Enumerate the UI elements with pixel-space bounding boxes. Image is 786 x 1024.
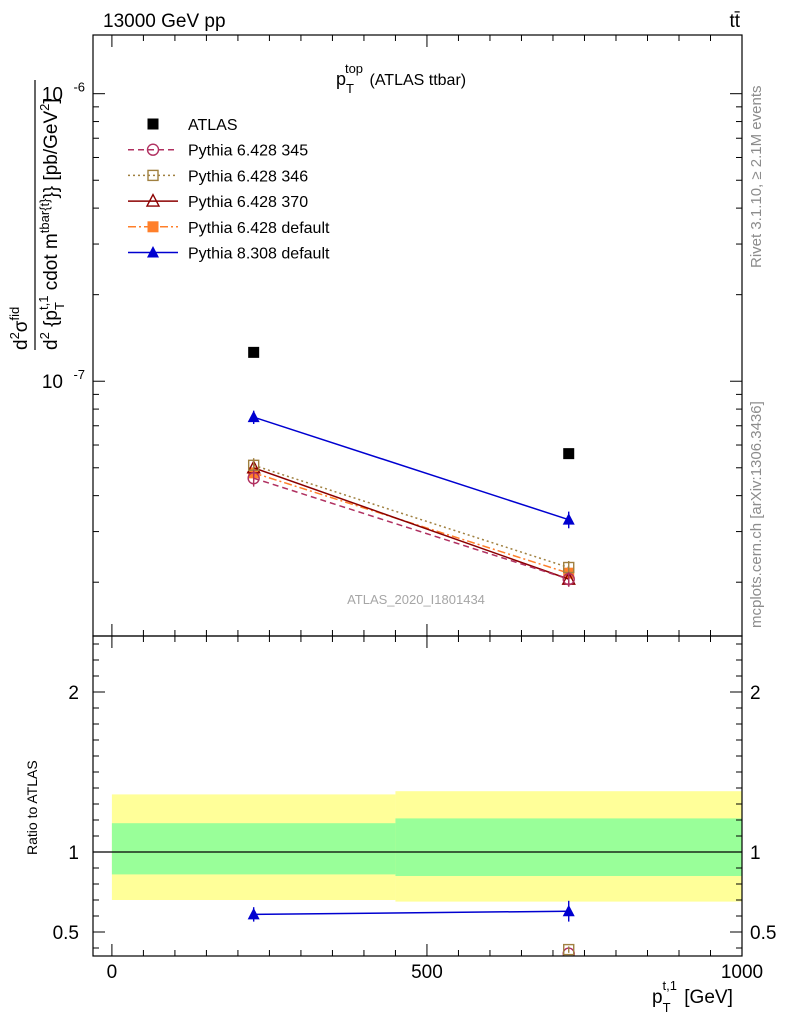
legend-entry: Pythia 6.428 345 — [128, 143, 308, 160]
header-right: tt̄ — [729, 11, 740, 32]
main-point — [563, 448, 575, 460]
legend-entry: Pythia 8.308 default — [128, 246, 330, 263]
main-series-pythia-6-428-345 — [247, 470, 575, 587]
main-point — [247, 410, 260, 423]
xtick-label: 0 — [107, 962, 118, 983]
x-label-rest: [GeV] — [679, 987, 733, 1008]
band-stat — [395, 818, 742, 876]
main-line — [253, 464, 569, 569]
legend-entry: Pythia 6.428 default — [128, 220, 330, 237]
ratio-point — [247, 907, 260, 920]
main-series-atlas — [248, 346, 575, 460]
main-title-main: p — [336, 69, 346, 89]
ratio-frame — [92, 635, 743, 957]
legend-label: Pythia 6.428 default — [188, 220, 330, 237]
main-ytick-label: 10 — [42, 85, 63, 106]
ratio-point — [563, 943, 575, 956]
x-label-sup: t,1 — [663, 978, 677, 993]
legend-label: Pythia 6.428 346 — [188, 168, 308, 185]
svg-text:d2 {pTt,1 cdot mtbar{t}}} [pb/: d2 {pTt,1 cdot mtbar{t}}} [pb/GeV2] — [36, 98, 67, 350]
main-title-rest: (ATLAS ttbar) — [365, 72, 466, 89]
legend-marker — [146, 143, 160, 156]
main-series — [246, 346, 576, 587]
ratio-point — [562, 904, 575, 917]
mcplots-label: mcplots.cern.ch [arXiv:1306.3436] — [748, 401, 765, 628]
legend-entry: Pythia 6.428 370 — [128, 193, 308, 211]
legend-entry: Pythia 6.428 346 — [128, 168, 308, 185]
x-label-sub: T — [663, 1000, 671, 1015]
main-point — [248, 346, 260, 358]
axis-ticks: 10 -7 10 -6 0.5 0.5 1 1 2 2 0 500 1000 — [42, 35, 776, 983]
main-ytick-exp: -7 — [73, 367, 85, 382]
main-title: pTtop (ATLAS ttbar) — [336, 61, 466, 96]
x-axis-label: pTt,1 [GeV] — [652, 978, 733, 1015]
legend-marker — [147, 246, 159, 258]
axes-frames — [92, 34, 743, 957]
legend-label: Pythia 6.428 370 — [188, 194, 308, 211]
band-stat — [111, 823, 396, 875]
ratio-ytick-label: 2 — [68, 683, 79, 704]
main-line — [253, 467, 569, 580]
xtick-label: 1000 — [721, 962, 763, 983]
main-y-label: d2σfid d2 {pTt,1 cdot mtbar{t}}} [pb/GeV… — [7, 80, 67, 350]
main-ytick-exp: -6 — [73, 80, 85, 95]
legend-label: Pythia 8.308 default — [188, 246, 330, 263]
legend: ATLAS Pythia 6.428 345 Pythia 6.428 346 Pyt… — [128, 117, 330, 263]
ratio-ytick-label-right: 2 — [750, 683, 761, 704]
main-line — [253, 416, 569, 521]
ratio-bands — [93, 791, 742, 902]
legend-entry: ATLAS — [147, 117, 238, 134]
main-ytick-label: 10 — [42, 372, 63, 393]
ratio-series-pythia-8-308-default — [247, 900, 575, 922]
legend-marker — [147, 118, 159, 130]
ratio-series-pythia-6-428-346 — [563, 943, 575, 956]
header-left: 13000 GeV pp — [103, 11, 226, 32]
legend-label: ATLAS — [188, 117, 238, 134]
main-series-pythia-6-428-346 — [247, 458, 575, 575]
legend-marker — [147, 169, 159, 182]
main-point — [562, 513, 575, 525]
main-title-sub: T — [346, 81, 354, 96]
analysis-watermark: ATLAS_2020_I1801434 — [347, 592, 485, 607]
main-point — [562, 572, 575, 586]
rivet-label: Rivet 3.1.10, ≥ 2.1M events — [748, 86, 765, 269]
ratio-ytick-label: 1 — [68, 843, 79, 864]
ratio-ytick-label-right: 0.5 — [750, 923, 776, 944]
ratio-y-label: Ratio to ATLAS — [24, 760, 40, 855]
main-title-sup: top — [345, 61, 363, 76]
x-label-main: p — [652, 987, 663, 1008]
main-line — [253, 477, 569, 580]
ratio-ytick-label: 0.5 — [53, 923, 79, 944]
ratio-line — [253, 910, 569, 916]
main-series-pythia-8-308-default — [247, 410, 575, 529]
legend-marker — [145, 193, 161, 207]
ratio-series — [247, 900, 575, 956]
legend-label: Pythia 6.428 345 — [188, 143, 308, 160]
ratio-ytick-label-right: 1 — [750, 843, 761, 864]
xtick-label: 500 — [411, 962, 443, 983]
svg-text:d2σfid: d2σfid — [7, 307, 32, 350]
legend-marker — [147, 221, 159, 233]
main-point — [247, 471, 260, 485]
